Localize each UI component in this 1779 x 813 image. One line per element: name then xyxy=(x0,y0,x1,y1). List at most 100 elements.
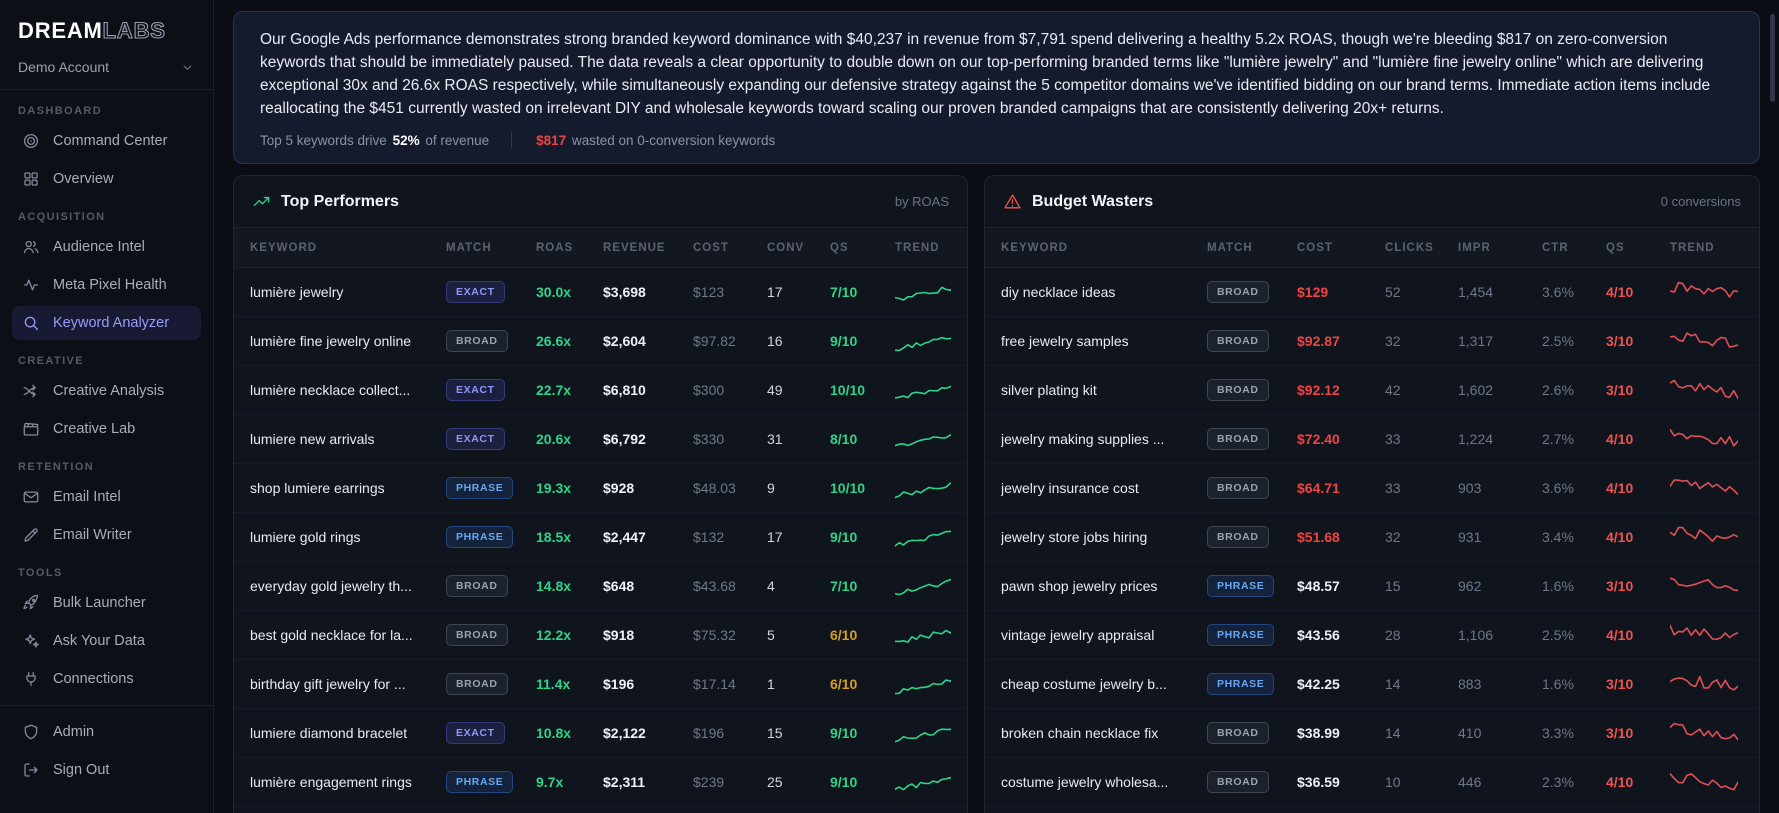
match-cell: PHRASE xyxy=(1207,624,1297,646)
sidebar-item-meta-pixel-health[interactable]: Meta Pixel Health xyxy=(12,268,201,302)
cost-cell: $48.03 xyxy=(693,480,736,496)
qs-cell: 7/10 xyxy=(830,284,858,300)
sidebar-item-keyword-analyzer[interactable]: Keyword Analyzer xyxy=(12,306,201,340)
trend-sparkline xyxy=(1670,329,1743,353)
qs-cell: 3/10 xyxy=(1606,725,1634,741)
table-row[interactable]: jewelry making supplies ... BROAD $72.40 33… xyxy=(985,415,1759,464)
table-row[interactable]: lumiere diamond bracelet EXACT 10.8x $2,122… xyxy=(234,709,967,758)
main-content: Our Google Ads performance demonstrates … xyxy=(233,11,1760,813)
match-cell: BROAD xyxy=(446,624,536,646)
match-cell: PHRASE xyxy=(446,771,536,793)
table-row[interactable]: lumiere gold rings PHRASE 18.5x $2,447 $132 1… xyxy=(234,513,967,562)
trend-sparkline xyxy=(1670,476,1743,500)
table-row[interactable]: lumière jewelry EXACT 30.0x $3,698 $123 17 7/1… xyxy=(234,268,967,317)
table-row[interactable]: lumiere new arrivals EXACT 20.6x $6,792 $330… xyxy=(234,415,967,464)
qs-cell: 10/10 xyxy=(830,382,866,398)
ctr-cell: 2.6% xyxy=(1542,382,1574,398)
qs-cell: 4/10 xyxy=(1606,627,1634,643)
sidebar-item-audience-intel[interactable]: Audience Intel xyxy=(12,230,201,264)
shuffle-icon xyxy=(22,382,40,400)
sidebar-item-email-writer[interactable]: Email Writer xyxy=(12,518,201,552)
table-row[interactable]: lumière fine jewelry online BROAD 26.6x $2,… xyxy=(234,317,967,366)
match-badge: EXACT xyxy=(446,281,505,303)
cost-cell: $48.57 xyxy=(1297,578,1340,594)
table-row[interactable]: pawn shop jewelry prices PHRASE $48.57 15 96… xyxy=(985,562,1759,611)
table-row[interactable]: broken chain necklace fix BROAD $38.99 14 41… xyxy=(985,709,1759,758)
trend-sparkline xyxy=(1670,574,1743,598)
scrollbar[interactable] xyxy=(1770,14,1775,102)
trend-sparkline xyxy=(895,672,951,696)
account-selector[interactable]: Demo Account xyxy=(18,59,195,75)
revenue-cell: $6,792 xyxy=(603,431,646,447)
column-header-keyword: KEYWORD xyxy=(1001,241,1069,254)
qs-cell: 6/10 xyxy=(830,676,858,692)
qs-cell: 4/10 xyxy=(1606,480,1634,496)
impr-cell: 1,224 xyxy=(1458,431,1494,447)
cost-cell: $75.32 xyxy=(693,627,736,643)
keyword-cell: lumiere new arrivals xyxy=(250,431,375,447)
sidebar-item-creative-analysis[interactable]: Creative Analysis xyxy=(12,374,201,408)
table-row[interactable]: jewelry insurance cost BROAD $64.71 33 903 3.… xyxy=(985,464,1759,513)
match-badge: BROAD xyxy=(1207,526,1269,548)
column-header-cost: COST xyxy=(693,241,729,254)
stat-value: 52% xyxy=(392,132,420,148)
roas-cell: 20.6x xyxy=(536,431,572,447)
table-row[interactable]: diy necklace ideas BROAD $129 52 1,454 3.6% 4/… xyxy=(985,268,1759,317)
clicks-cell: 33 xyxy=(1385,480,1401,496)
qs-cell: 6/10 xyxy=(830,627,858,643)
table-row[interactable]: lumière necklace collect... EXACT 22.7x $6,… xyxy=(234,366,967,415)
table-row[interactable]: jewelry store jobs hiring BROAD $51.68 32 93… xyxy=(985,513,1759,562)
table-row[interactable]: costume jewelry wholesa... BROAD $36.59 10 4… xyxy=(985,758,1759,807)
roas-cell: 18.5x xyxy=(536,529,572,545)
table-row[interactable]: free jewelry samples BROAD $92.87 32 1,317 2.… xyxy=(985,317,1759,366)
table-row[interactable]: silver plating kit BROAD $92.12 42 1,602 2.6%… xyxy=(985,366,1759,415)
qs-cell: 4/10 xyxy=(1606,431,1634,447)
sparkles-icon xyxy=(22,632,40,650)
table-row[interactable]: everyday gold jewelry th... BROAD 14.8x $64… xyxy=(234,562,967,611)
clicks-cell: 33 xyxy=(1385,431,1401,447)
sidebar-item-creative-lab[interactable]: Creative Lab xyxy=(12,412,201,446)
trend-sparkline xyxy=(1670,623,1743,647)
sidebar-item-bulk-launcher[interactable]: Bulk Launcher xyxy=(12,586,201,620)
clicks-cell: 10 xyxy=(1385,774,1401,790)
conv-cell: 17 xyxy=(767,284,783,300)
table-row[interactable]: vintage jewelry appraisal PHRASE $43.56 28 1… xyxy=(985,611,1759,660)
match-badge: BROAD xyxy=(446,575,508,597)
sidebar-footer: Admin Sign Out xyxy=(0,705,213,787)
users-icon xyxy=(22,238,40,256)
match-badge: PHRASE xyxy=(446,526,514,548)
sidebar-item-email-intel[interactable]: Email Intel xyxy=(12,480,201,514)
cost-cell: $43.56 xyxy=(1297,627,1340,643)
table-row[interactable]: lumière engagement rings PHRASE 9.7x $2,311… xyxy=(234,758,967,807)
cost-cell: $300 xyxy=(693,382,725,398)
command-center-icon xyxy=(22,132,40,150)
divider xyxy=(0,89,213,90)
sidebar-item-command-center[interactable]: Command Center xyxy=(12,124,201,158)
trend-sparkline xyxy=(895,329,951,353)
match-cell: BROAD xyxy=(1207,477,1297,499)
table-row[interactable]: birthday gift jewelry for ... BROAD 11.4x $… xyxy=(234,660,967,709)
stat-suffix: of revenue xyxy=(421,132,490,148)
table-row[interactable]: shop lumiere earrings PHRASE 19.3x $928 $48.… xyxy=(234,464,967,513)
chevron-down-icon xyxy=(180,60,195,75)
keyword-cell: jewelry making supplies ... xyxy=(1001,431,1165,447)
column-header-match: MATCH xyxy=(1207,241,1253,254)
cost-cell: $36.59 xyxy=(1297,774,1340,790)
qs-cell: 8/10 xyxy=(830,431,858,447)
match-badge: PHRASE xyxy=(1207,673,1275,695)
qs-cell: 3/10 xyxy=(1606,382,1634,398)
match-cell: PHRASE xyxy=(1207,673,1297,695)
sidebar-item-ask-your-data[interactable]: Ask Your Data xyxy=(12,624,201,658)
sidebar-item-overview[interactable]: Overview xyxy=(12,162,201,196)
qs-cell: 3/10 xyxy=(1606,578,1634,594)
keyword-cell: lumière jewelry xyxy=(250,284,344,300)
revenue-cell: $2,604 xyxy=(603,333,646,349)
sidebar-item-connections[interactable]: Connections xyxy=(12,662,201,696)
sidebar-item-admin[interactable]: Admin xyxy=(12,715,201,749)
table-row[interactable]: cheap costume jewelry b... PHRASE $42.25 14… xyxy=(985,660,1759,709)
budget-wasters-panel: Budget Wasters 0 conversions KEYWORD MATC… xyxy=(984,175,1760,813)
pen-icon xyxy=(22,526,40,544)
sidebar-item-sign-out[interactable]: Sign Out xyxy=(12,753,201,787)
trend-sparkline xyxy=(1670,770,1743,794)
table-row[interactable]: best gold necklace for la... BROAD 12.2x $9… xyxy=(234,611,967,660)
